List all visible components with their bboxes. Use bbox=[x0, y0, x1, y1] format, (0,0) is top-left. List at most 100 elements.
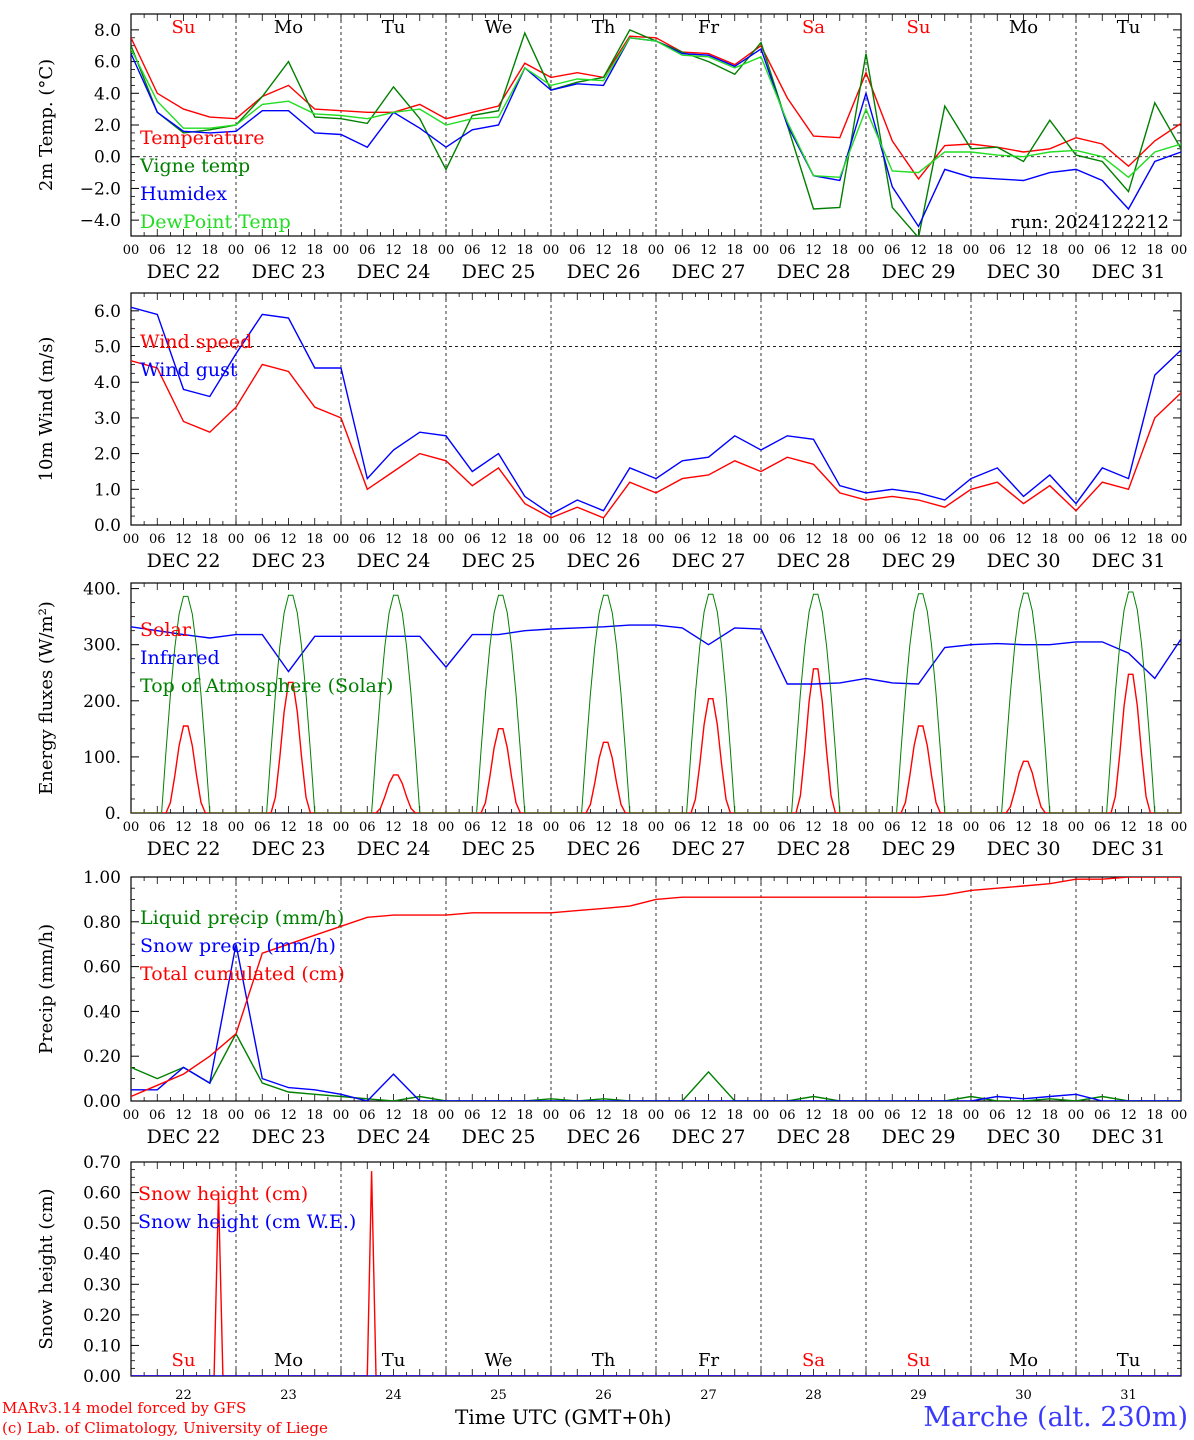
weekday-label: Su bbox=[907, 17, 931, 38]
hour-tick-label: 12 bbox=[1015, 1108, 1032, 1123]
weekday-label: Mo bbox=[1009, 17, 1038, 38]
weekday-label: Sa bbox=[802, 1350, 825, 1371]
panel-3: 400. 300. 200. 100. 0. Energy fluxes (W/m²) 00… bbox=[36, 580, 1187, 860]
hour-tick-label: 06 bbox=[779, 1108, 796, 1123]
day-number-label: 24 bbox=[385, 1388, 402, 1403]
weekday-label: Mo bbox=[274, 1350, 303, 1371]
series-line bbox=[131, 591, 1181, 813]
hour-tick-label: 06 bbox=[359, 1108, 376, 1123]
hour-tick-label: 06 bbox=[359, 243, 376, 258]
hour-tick-label: 06 bbox=[464, 820, 481, 835]
legend-entry: Wind speed bbox=[140, 331, 252, 353]
hour-tick-label: 00 bbox=[1068, 1108, 1085, 1123]
hour-tick-label: 00 bbox=[543, 1108, 560, 1123]
date-label: DEC 30 bbox=[987, 838, 1061, 860]
date-label: DEC 27 bbox=[672, 550, 746, 572]
y-tick-label: 400. bbox=[83, 580, 121, 600]
hour-tick-label: 00 bbox=[1171, 243, 1188, 258]
hour-tick-label: 18 bbox=[1041, 243, 1058, 258]
hour-tick-label: 12 bbox=[1015, 820, 1032, 835]
weekday-label: Tu bbox=[382, 1350, 406, 1371]
y-tick-label: 2.0 bbox=[94, 445, 121, 465]
series-line bbox=[131, 944, 1181, 1101]
y-tick-label: 0.10 bbox=[83, 1336, 121, 1356]
y-tick-label: −2.0 bbox=[80, 179, 121, 199]
date-label: DEC 28 bbox=[777, 261, 851, 283]
hour-tick-label: 00 bbox=[228, 820, 245, 835]
hour-tick-label: 06 bbox=[149, 243, 166, 258]
hour-tick-label: 12 bbox=[385, 532, 402, 547]
hour-tick-label: 12 bbox=[175, 532, 192, 547]
hour-tick-label: 06 bbox=[884, 532, 901, 547]
hour-tick-label: 06 bbox=[674, 243, 691, 258]
hour-tick-label: 00 bbox=[753, 820, 770, 835]
hour-tick-label: 12 bbox=[595, 820, 612, 835]
day-number-label: 26 bbox=[595, 1388, 612, 1403]
panel-5: 0.70 0.60 0.50 0.40 0.30 0.20 0.10 0.00 Snow hei… bbox=[36, 1153, 1182, 1403]
date-label: DEC 25 bbox=[462, 550, 536, 572]
hour-tick-label: 18 bbox=[411, 243, 428, 258]
hour-tick-label: 00 bbox=[438, 1108, 455, 1123]
hour-tick-label: 00 bbox=[123, 243, 140, 258]
hour-tick-label: 00 bbox=[333, 820, 350, 835]
date-label: DEC 31 bbox=[1092, 550, 1166, 572]
y-tick-label: 4.0 bbox=[94, 373, 121, 393]
series-group bbox=[131, 877, 1181, 1101]
hour-tick-label: 00 bbox=[753, 243, 770, 258]
legend-entry: Liquid precip (mm/h) bbox=[140, 907, 344, 929]
series-line bbox=[131, 624, 1181, 685]
hour-tick-label: 00 bbox=[228, 1108, 245, 1123]
date-label: DEC 26 bbox=[567, 550, 641, 572]
hour-tick-label: 18 bbox=[306, 1108, 323, 1123]
hour-tick-label: 18 bbox=[1041, 820, 1058, 835]
hour-tick-label: 18 bbox=[621, 243, 638, 258]
date-label: DEC 25 bbox=[462, 838, 536, 860]
hour-tick-label: 06 bbox=[884, 820, 901, 835]
hour-tick-label: 00 bbox=[333, 532, 350, 547]
hour-tick-label: 06 bbox=[254, 1108, 271, 1123]
hour-tick-label: 12 bbox=[910, 243, 927, 258]
series-group bbox=[131, 1171, 1181, 1376]
date-label: DEC 24 bbox=[357, 1126, 431, 1148]
hour-tick-label: 12 bbox=[280, 820, 297, 835]
hour-tick-label: 12 bbox=[1120, 243, 1137, 258]
hour-tick-label: 18 bbox=[411, 820, 428, 835]
legend-entry: Snow precip (mm/h) bbox=[140, 935, 336, 957]
date-label: DEC 23 bbox=[252, 1126, 326, 1148]
hour-tick-label: 06 bbox=[884, 1108, 901, 1123]
hour-tick-label: 12 bbox=[805, 532, 822, 547]
y-axis-label: Snow height (cm) bbox=[36, 1188, 57, 1349]
date-label: DEC 26 bbox=[567, 1126, 641, 1148]
hour-tick-label: 00 bbox=[1171, 532, 1188, 547]
weekday-label: Mo bbox=[1009, 1350, 1038, 1371]
date-label: DEC 27 bbox=[672, 261, 746, 283]
hour-tick-label: 06 bbox=[359, 820, 376, 835]
hour-tick-label: 06 bbox=[674, 532, 691, 547]
date-label: DEC 27 bbox=[672, 838, 746, 860]
legend-entry: Top of Atmosphere (Solar) bbox=[140, 675, 393, 697]
hour-tick-label: 12 bbox=[1120, 820, 1137, 835]
day-number-label: 31 bbox=[1120, 1388, 1137, 1403]
series-line bbox=[131, 35, 1181, 181]
date-label: DEC 22 bbox=[147, 550, 221, 572]
hour-tick-label: 18 bbox=[936, 820, 953, 835]
hour-tick-label: 18 bbox=[726, 243, 743, 258]
series-line bbox=[131, 877, 1181, 1098]
hour-tick-label: 06 bbox=[1094, 532, 1111, 547]
hour-tick-label: 18 bbox=[411, 532, 428, 547]
y-tick-label: 0.80 bbox=[83, 913, 121, 933]
hour-tick-label: 12 bbox=[805, 1108, 822, 1123]
hour-tick-label: 06 bbox=[569, 532, 586, 547]
hour-tick-label: 06 bbox=[884, 243, 901, 258]
series-line bbox=[131, 37, 1181, 179]
hour-tick-label: 06 bbox=[989, 243, 1006, 258]
weekday-label: Su bbox=[907, 1350, 931, 1371]
date-label: DEC 29 bbox=[882, 261, 956, 283]
lab-line: (c) Lab. of Climatology, University of L… bbox=[2, 1419, 328, 1437]
hour-tick-label: 12 bbox=[280, 532, 297, 547]
hour-tick-label: 00 bbox=[228, 532, 245, 547]
hour-tick-label: 00 bbox=[1171, 1108, 1188, 1123]
hour-tick-label: 18 bbox=[831, 532, 848, 547]
panel-1: 8.0 6.0 4.0 2.0 0.0 −2.0 −4.0 2m Temp. (°C) 00 06… bbox=[36, 13, 1188, 283]
y-axis-label: Precip (mm/h) bbox=[36, 924, 57, 1054]
